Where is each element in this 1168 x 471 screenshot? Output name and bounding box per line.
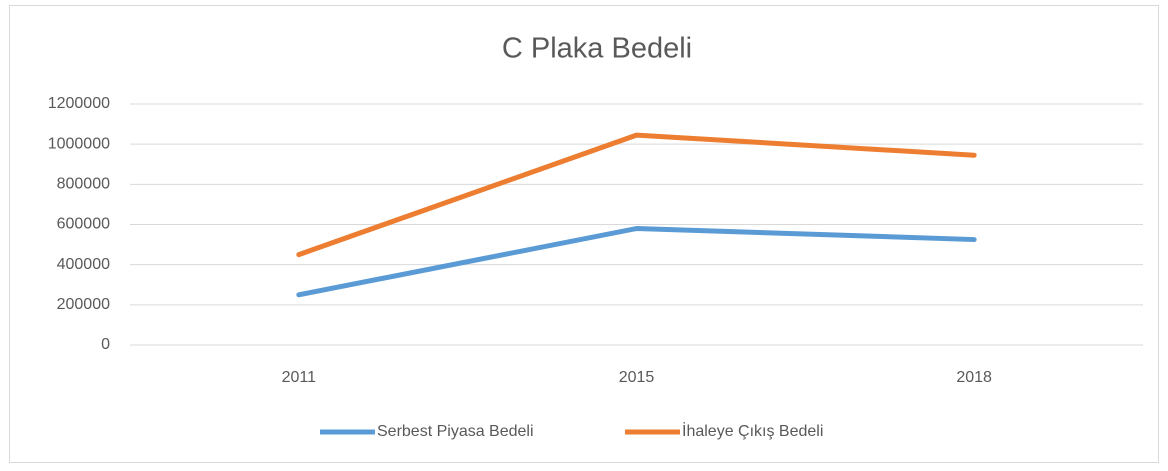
chart-title: C Plaka Bedeli <box>502 33 692 65</box>
x-tick-label: 2015 <box>619 369 655 386</box>
y-tick-label: 400000 <box>57 256 110 273</box>
series-line <box>296 132 977 258</box>
y-tick-label: 0 <box>101 336 110 353</box>
y-tick-label: 200000 <box>57 296 110 313</box>
y-tick-label: 600000 <box>57 216 110 233</box>
x-tick-label: 2011 <box>282 369 317 386</box>
x-tick-label: 2018 <box>956 369 992 386</box>
chart-border <box>9 5 1159 463</box>
y-tick-label: 1000000 <box>48 135 110 152</box>
y-tick-label: 800000 <box>57 176 110 193</box>
legend-label: İhaleye Çıkış Bedeli <box>682 421 823 440</box>
y-tick-label: 1200000 <box>48 95 110 112</box>
series-line <box>296 226 977 298</box>
legend-label: Serbest Piyasa Bedeli <box>377 423 534 440</box>
